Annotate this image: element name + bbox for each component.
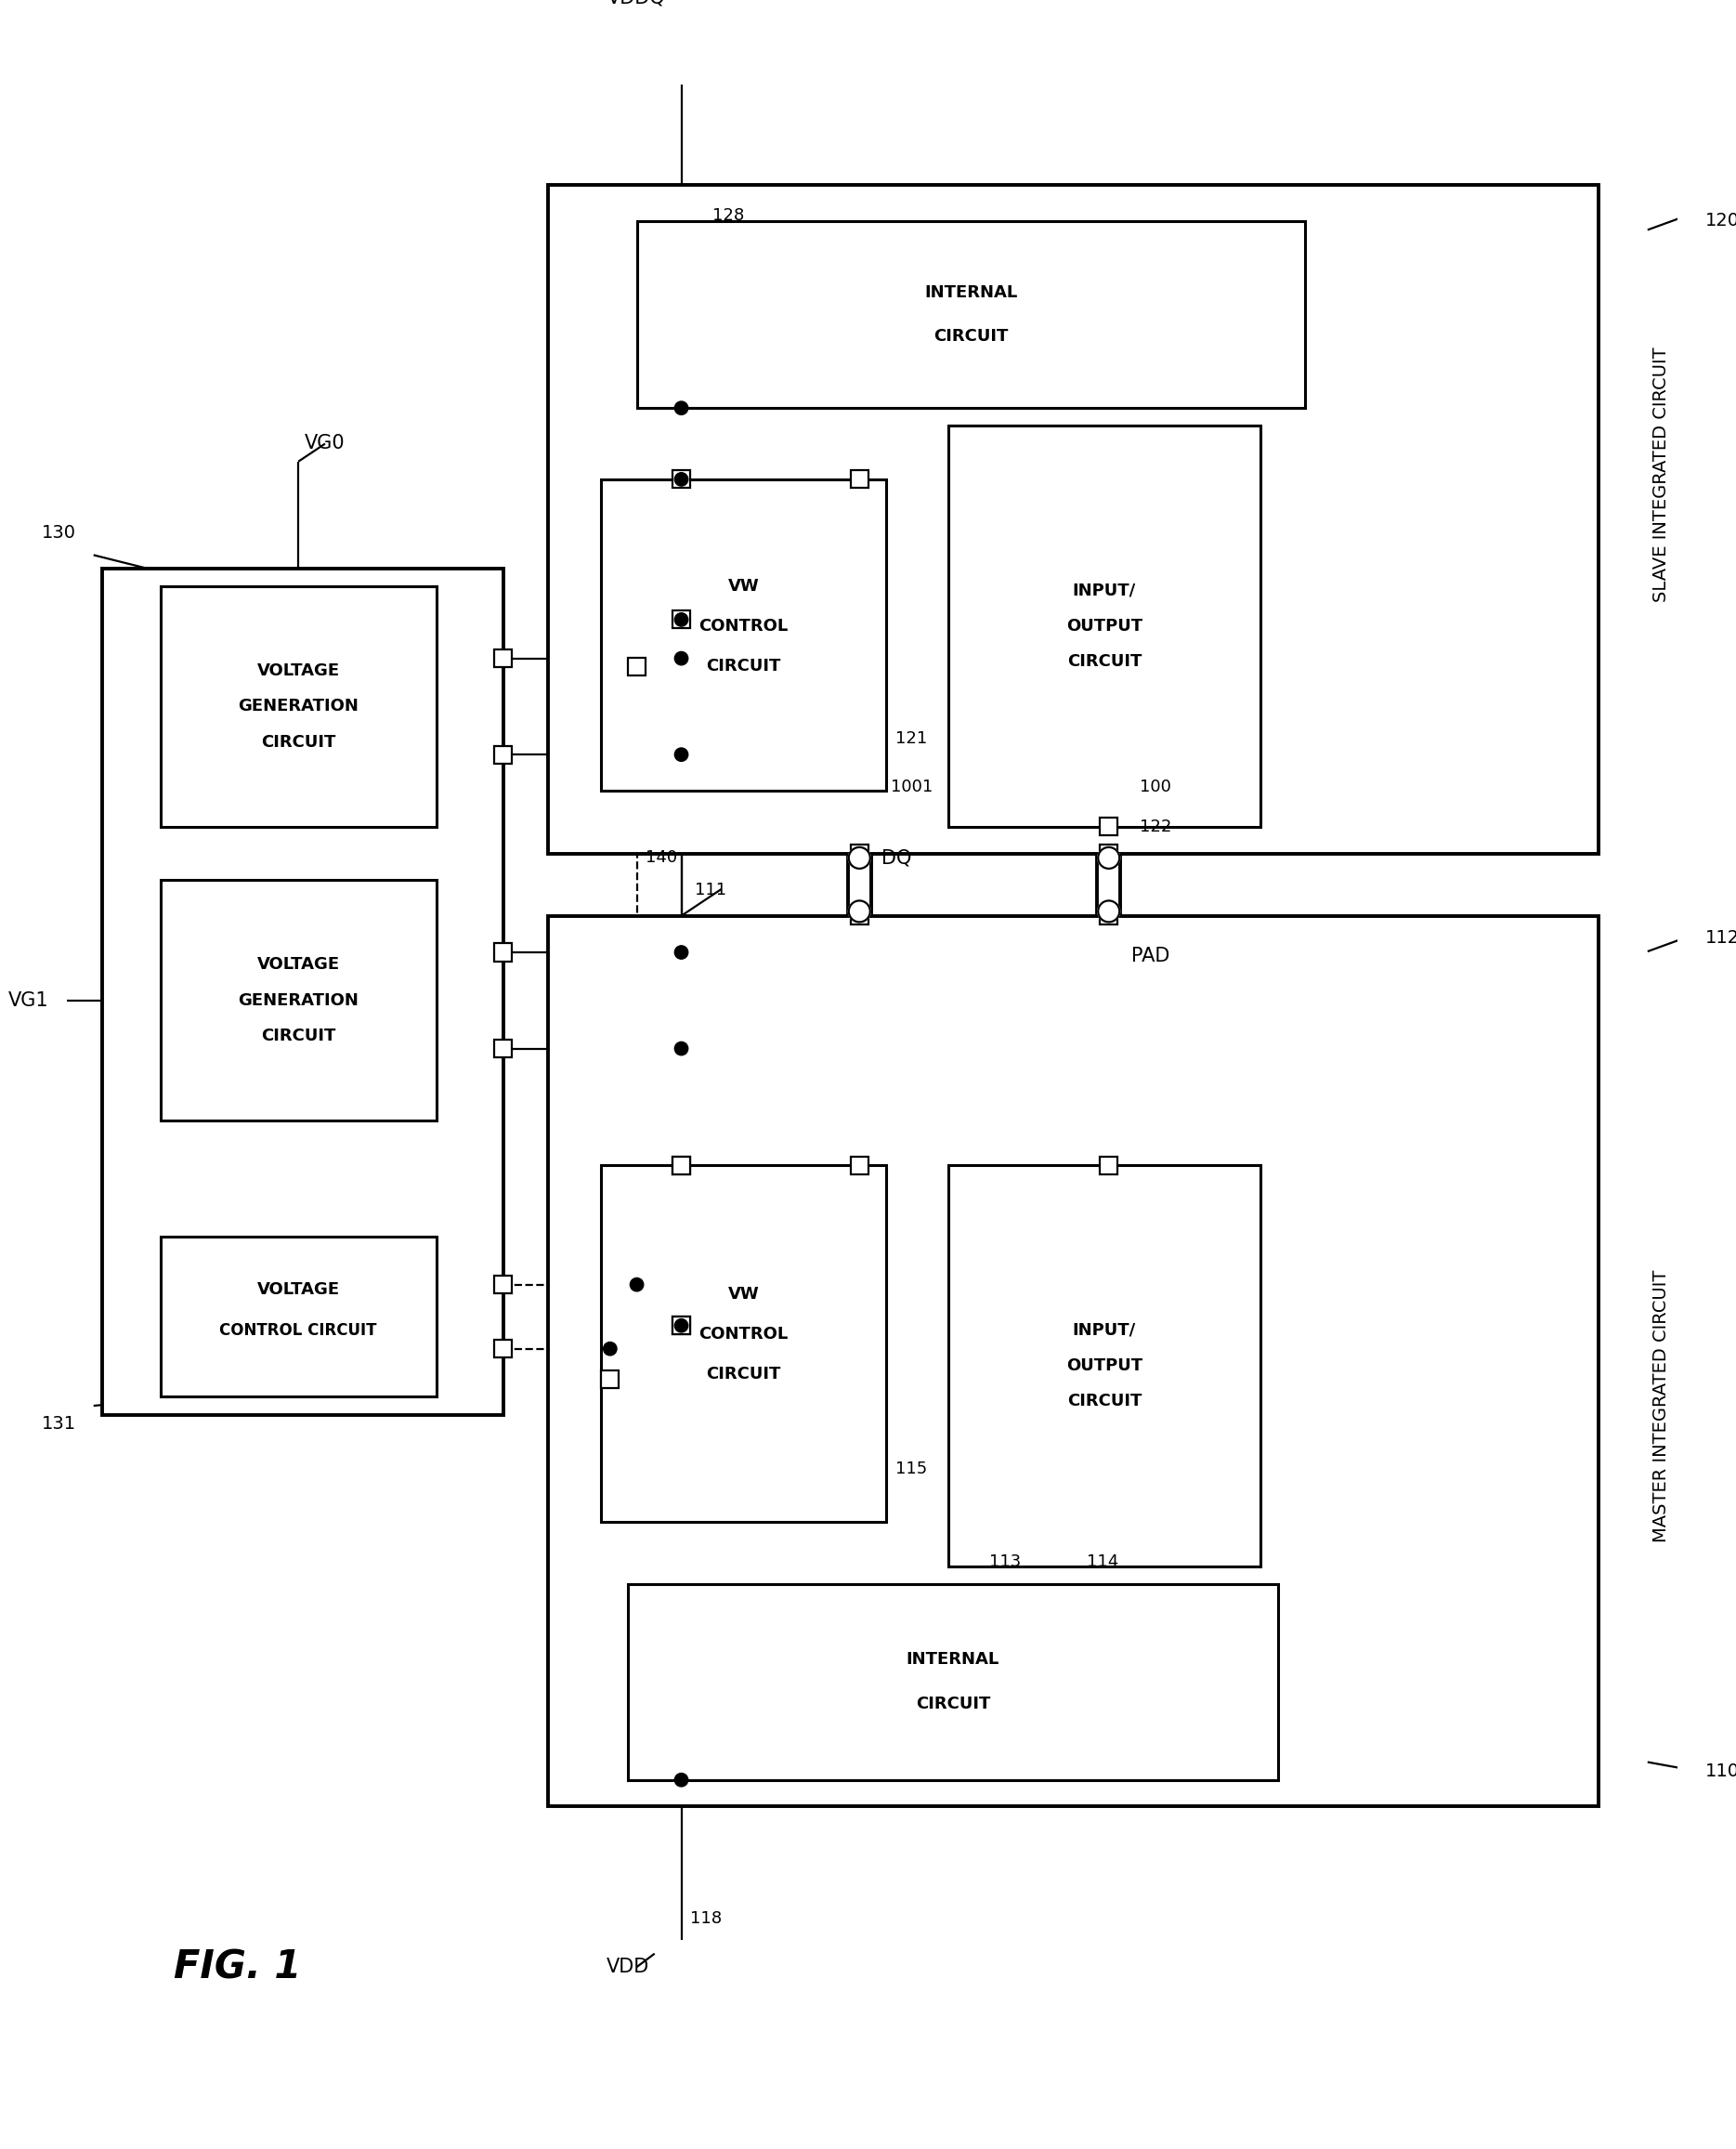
- Circle shape: [1099, 847, 1120, 868]
- Text: 113: 113: [990, 1554, 1021, 1571]
- Text: CIRCUIT: CIRCUIT: [260, 733, 335, 750]
- Text: 131: 131: [42, 1414, 76, 1433]
- Circle shape: [675, 473, 687, 486]
- Bar: [672, 1317, 691, 1335]
- Bar: [495, 649, 512, 668]
- Circle shape: [675, 651, 687, 664]
- Text: 112: 112: [1705, 928, 1736, 948]
- Text: 115: 115: [896, 1461, 927, 1476]
- Bar: [628, 1584, 1278, 1779]
- Bar: [672, 610, 691, 628]
- Text: INTERNAL: INTERNAL: [906, 1650, 1000, 1668]
- Text: INPUT/: INPUT/: [1073, 582, 1135, 600]
- Text: CIRCUIT: CIRCUIT: [915, 1696, 990, 1713]
- Bar: [160, 881, 436, 1120]
- Bar: [160, 1236, 436, 1397]
- Text: FIG. 1: FIG. 1: [174, 1947, 302, 1986]
- Circle shape: [675, 612, 687, 625]
- Bar: [851, 1156, 868, 1173]
- Bar: [549, 915, 1599, 1807]
- Text: VDDQ: VDDQ: [608, 0, 667, 6]
- Text: OUTPUT: OUTPUT: [1066, 619, 1142, 634]
- Text: 118: 118: [691, 1910, 722, 1928]
- Bar: [549, 185, 1599, 853]
- Text: CONTROL: CONTROL: [700, 619, 788, 634]
- Circle shape: [675, 1042, 687, 1055]
- Bar: [601, 479, 885, 791]
- Text: 110: 110: [1705, 1762, 1736, 1779]
- Text: VOLTAGE: VOLTAGE: [257, 956, 340, 973]
- Circle shape: [630, 1279, 644, 1292]
- Text: CIRCUIT: CIRCUIT: [707, 1367, 781, 1384]
- Bar: [948, 1165, 1260, 1567]
- Bar: [601, 1371, 620, 1388]
- Bar: [601, 1165, 885, 1521]
- Bar: [851, 471, 868, 488]
- Text: GENERATION: GENERATION: [238, 993, 359, 1008]
- Text: DQ: DQ: [882, 849, 911, 868]
- Text: 122: 122: [1141, 819, 1172, 836]
- Text: MASTER INTEGRATED CIRCUIT: MASTER INTEGRATED CIRCUIT: [1653, 1270, 1670, 1543]
- Text: VDD: VDD: [606, 1958, 649, 1977]
- Bar: [672, 471, 691, 488]
- Text: INTERNAL: INTERNAL: [924, 284, 1017, 301]
- Text: 1001: 1001: [891, 778, 932, 795]
- Text: CIRCUIT: CIRCUIT: [1068, 653, 1142, 670]
- Bar: [495, 943, 512, 961]
- Text: CONTROL: CONTROL: [700, 1326, 788, 1343]
- Bar: [495, 1277, 512, 1294]
- Circle shape: [675, 946, 687, 958]
- Text: VOLTAGE: VOLTAGE: [257, 1281, 340, 1298]
- Bar: [495, 746, 512, 763]
- Bar: [628, 658, 646, 675]
- Text: CONTROL CIRCUIT: CONTROL CIRCUIT: [220, 1322, 377, 1339]
- Bar: [495, 1339, 512, 1358]
- Text: CIRCUIT: CIRCUIT: [1068, 1393, 1142, 1410]
- Text: 120: 120: [1705, 213, 1736, 230]
- Text: 100: 100: [1141, 778, 1172, 795]
- Text: VW: VW: [727, 578, 759, 595]
- Text: GENERATION: GENERATION: [238, 698, 359, 716]
- Text: SLAVE INTEGRATED CIRCUIT: SLAVE INTEGRATED CIRCUIT: [1653, 348, 1670, 602]
- Bar: [1101, 1156, 1118, 1173]
- Circle shape: [849, 900, 870, 922]
- Text: 128: 128: [712, 208, 745, 223]
- Text: 114: 114: [1087, 1554, 1118, 1571]
- Text: VOLTAGE: VOLTAGE: [257, 662, 340, 679]
- Circle shape: [675, 1773, 687, 1786]
- Bar: [160, 587, 436, 827]
- Bar: [948, 426, 1260, 827]
- Circle shape: [849, 847, 870, 868]
- Bar: [672, 1156, 691, 1173]
- Text: 130: 130: [42, 524, 76, 542]
- Circle shape: [1099, 900, 1120, 922]
- Text: CIRCUIT: CIRCUIT: [707, 658, 781, 675]
- Bar: [1101, 819, 1118, 836]
- Bar: [495, 1040, 512, 1057]
- Bar: [672, 1156, 691, 1173]
- Bar: [1101, 907, 1118, 924]
- Circle shape: [675, 1319, 687, 1332]
- Text: VG1: VG1: [9, 991, 49, 1010]
- Text: 140: 140: [646, 849, 677, 866]
- Circle shape: [604, 1343, 616, 1356]
- Text: 111: 111: [694, 881, 726, 898]
- Circle shape: [675, 748, 687, 761]
- Text: VW: VW: [727, 1285, 759, 1302]
- Text: CIRCUIT: CIRCUIT: [934, 329, 1009, 346]
- Text: OUTPUT: OUTPUT: [1066, 1358, 1142, 1373]
- Bar: [851, 845, 868, 862]
- Circle shape: [675, 402, 687, 415]
- Text: PAD: PAD: [1132, 946, 1170, 965]
- Text: 121: 121: [896, 731, 927, 746]
- Text: VG0: VG0: [306, 434, 345, 453]
- Bar: [1101, 845, 1118, 862]
- Bar: [637, 221, 1305, 408]
- Bar: [102, 567, 503, 1414]
- Bar: [851, 907, 868, 924]
- Text: INPUT/: INPUT/: [1073, 1322, 1135, 1339]
- Bar: [672, 1317, 691, 1335]
- Text: CIRCUIT: CIRCUIT: [260, 1027, 335, 1044]
